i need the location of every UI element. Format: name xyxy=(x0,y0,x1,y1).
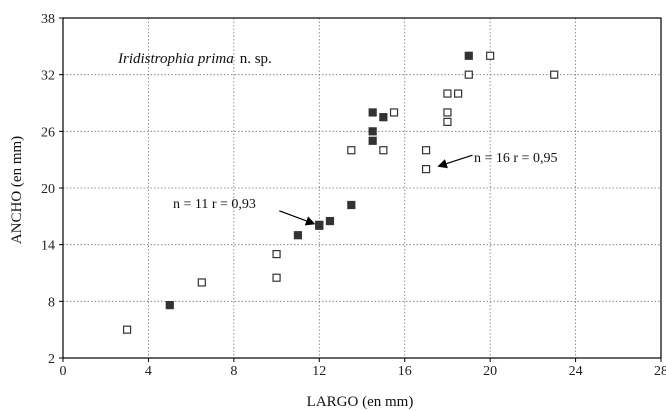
x-tick-label: 24 xyxy=(569,364,583,379)
data-point-open xyxy=(464,70,473,79)
data-point-filled xyxy=(347,200,356,210)
data-point-open xyxy=(197,278,206,287)
data-point-open xyxy=(443,117,452,126)
y-tick-label: 14 xyxy=(41,239,55,254)
x-tick-label: 0 xyxy=(60,364,67,379)
data-point-filled xyxy=(325,216,335,226)
species-label: Iridistrophia prima n. sp. xyxy=(117,51,272,67)
data-point-open xyxy=(122,325,132,334)
data-point-filled xyxy=(464,51,473,60)
y-tick-label: 26 xyxy=(41,125,55,140)
data-point-open xyxy=(421,146,431,155)
x-tick-label: 4 xyxy=(145,364,152,379)
y-axis-label: ANCHO (en mm) xyxy=(9,136,25,244)
y-tick-label: 8 xyxy=(48,295,55,310)
y-tick-label: 32 xyxy=(41,69,55,84)
data-point-open xyxy=(272,273,281,282)
data-point-filled xyxy=(368,136,377,145)
x-tick-label: 28 xyxy=(654,364,666,379)
data-point-filled xyxy=(293,231,303,240)
data-point-open xyxy=(272,250,281,259)
data-points xyxy=(122,51,559,334)
data-point-open xyxy=(443,108,452,117)
arrow-open-series xyxy=(437,154,473,169)
data-point-filled xyxy=(165,301,174,310)
species-suffix: n. sp. xyxy=(240,51,272,67)
y-tick-label: 20 xyxy=(41,182,55,197)
data-point-filled xyxy=(315,220,324,229)
species-name: Iridistrophia prima xyxy=(117,51,234,67)
data-point-open xyxy=(486,51,495,60)
annotation-open-series: n = 16 r = 0,95 xyxy=(474,151,557,166)
data-point-open xyxy=(347,146,356,155)
data-point-open xyxy=(389,108,399,117)
data-point-open xyxy=(379,146,388,155)
data-point-open xyxy=(454,89,463,98)
data-point-filled xyxy=(379,113,388,122)
annotation-arrows xyxy=(279,154,473,226)
data-point-open xyxy=(550,70,559,79)
x-tick-label: 12 xyxy=(312,364,326,379)
data-point-filled xyxy=(368,127,377,136)
grid xyxy=(63,18,661,358)
annotation-filled-series: n = 11 r = 0,93 xyxy=(173,197,256,212)
x-tick-label: 20 xyxy=(483,364,497,379)
x-axis-label: LARGO (en mm) xyxy=(307,394,414,410)
x-tick-label: 16 xyxy=(398,364,412,379)
x-tick-label: 8 xyxy=(230,364,237,379)
y-tick-label: 2 xyxy=(48,352,55,367)
arrow-filled-series xyxy=(279,210,316,226)
data-point-open xyxy=(443,89,452,98)
data-point-open xyxy=(421,165,431,174)
y-tick-label: 38 xyxy=(41,12,55,27)
data-point-filled xyxy=(368,108,377,117)
